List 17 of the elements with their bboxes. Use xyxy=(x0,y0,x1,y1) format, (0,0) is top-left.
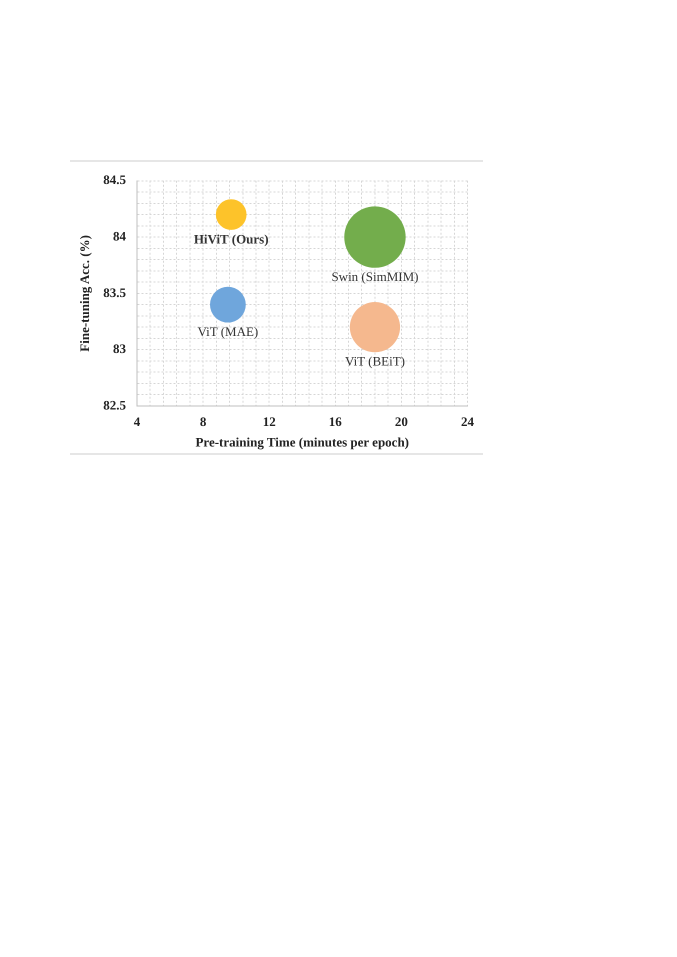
y-tick-label: 84 xyxy=(113,228,126,244)
y-tick-label: 82.5 xyxy=(103,397,126,412)
x-tick-label: 16 xyxy=(328,414,342,430)
series-label: ViT (MAE) xyxy=(198,324,258,339)
x-tick-label: 24 xyxy=(461,414,474,430)
series-label: HiViT (Ours) xyxy=(194,231,269,246)
series-label: Swin (SimMIM) xyxy=(331,269,418,284)
x-tick-label: 8 xyxy=(200,414,207,430)
x-tick-label: 4 xyxy=(134,414,141,430)
y-tick-label: 83 xyxy=(113,341,126,356)
series-label: ViT (BEiT) xyxy=(344,354,405,369)
x-axis-title: Pre-training Time (minutes per epoch) xyxy=(195,434,410,450)
y-tick-label: 84.5 xyxy=(103,172,126,188)
y-axis-title: Fine-tuning Acc. (%) xyxy=(77,235,92,352)
x-tick-label: 20 xyxy=(394,414,408,430)
x-tick-label: 12 xyxy=(262,414,276,430)
y-tick-label: 83.5 xyxy=(103,284,126,300)
